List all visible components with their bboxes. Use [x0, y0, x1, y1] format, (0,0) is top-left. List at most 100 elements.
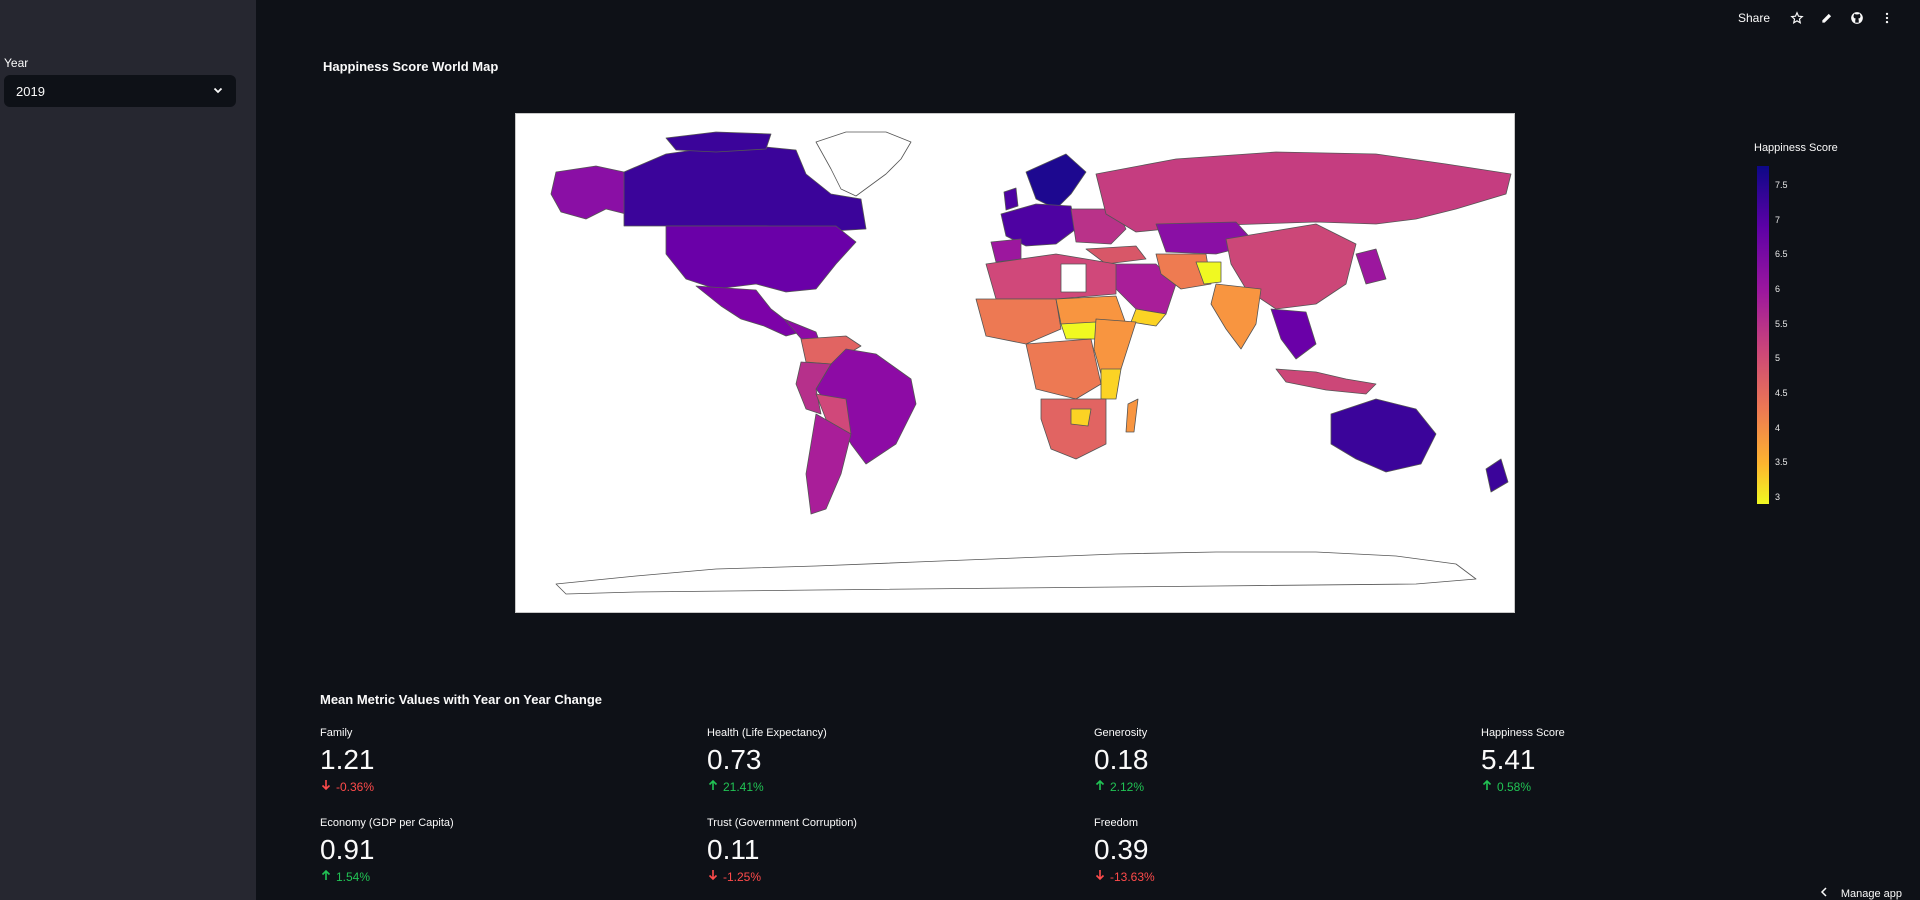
region-iberia	[990, 238, 1022, 263]
metric-trust: Trust (Government Corruption) 0.11 -1.25…	[707, 817, 1007, 884]
map-legend: Happiness Score 7.5 7 6.5 6 5.5 5 4.5 4 …	[1754, 142, 1838, 504]
metric-label: Economy (GDP per Capita)	[320, 817, 454, 829]
metric-delta-text: -1.25%	[723, 869, 762, 884]
metric-label: Freedom	[1094, 817, 1139, 829]
legend-tick: 7.5	[1775, 180, 1788, 190]
region-turkey	[1085, 245, 1147, 265]
region-tanzania	[1100, 368, 1122, 400]
metric-happiness-score: Happiness Score 5.41 0.58%	[1481, 727, 1781, 794]
region-central-africa	[1025, 338, 1102, 400]
github-icon[interactable]	[1850, 11, 1864, 25]
metric-freedom: Freedom 0.39 -13.63%	[1094, 817, 1394, 884]
region-south-sudan	[1060, 321, 1097, 340]
metric-delta-text: 1.54%	[336, 869, 371, 884]
top-toolbar: Share	[1738, 8, 1894, 28]
metric-label: Happiness Score	[1481, 727, 1565, 739]
region-east-africa	[1093, 318, 1137, 375]
metric-delta-text: -13.63%	[1110, 869, 1155, 884]
metric-value: 0.73	[707, 744, 762, 775]
region-libya	[1060, 263, 1087, 293]
region-china	[1225, 223, 1357, 310]
arrow-up-icon	[1481, 779, 1493, 794]
metric-generosity: Generosity 0.18 2.12%	[1094, 727, 1394, 794]
metric-delta: 2.12%	[1094, 779, 1394, 794]
manage-app-label: Manage app	[1840, 887, 1902, 900]
legend-tick: 5.5	[1775, 319, 1788, 329]
arrow-up-icon	[1094, 779, 1106, 794]
metric-label: Trust (Government Corruption)	[707, 817, 857, 829]
region-alaska	[550, 165, 627, 220]
region-scandinavia	[1025, 153, 1087, 210]
arrow-down-icon	[1094, 869, 1106, 884]
arrow-down-icon	[707, 869, 719, 884]
share-button[interactable]: Share	[1737, 11, 1770, 25]
region-arctic-islands	[665, 131, 772, 153]
more-vertical-icon[interactable]	[1880, 11, 1894, 25]
region-mexico	[695, 285, 802, 337]
legend-tick: 6	[1775, 284, 1781, 294]
region-yemen	[1130, 308, 1167, 327]
metric-delta-text: 0.58%	[1497, 779, 1532, 794]
sidebar: Year 2019	[0, 0, 256, 900]
metric-label: Generosity	[1094, 727, 1148, 739]
year-select-value: 2019	[16, 83, 45, 99]
legend-tick: 3	[1775, 492, 1781, 502]
region-uk	[1003, 187, 1019, 211]
legend-colorbar	[1757, 166, 1769, 504]
region-madagascar	[1125, 398, 1139, 433]
metric-delta: -13.63%	[1094, 869, 1394, 884]
region-southeast-asia	[1270, 308, 1317, 360]
manage-app-button[interactable]: Manage app	[1819, 887, 1902, 900]
metric-value: 0.18	[1094, 744, 1149, 775]
metric-delta: -1.25%	[707, 869, 1007, 884]
region-india	[1210, 283, 1262, 350]
metric-economy: Economy (GDP per Capita) 0.91 1.54%	[320, 817, 620, 884]
metric-delta-text: -0.36%	[336, 779, 375, 794]
metric-delta-text: 21.41%	[723, 779, 764, 794]
region-zimbabwe	[1070, 408, 1092, 427]
metric-value: 1.21	[320, 744, 375, 775]
region-argentina-chile	[805, 413, 852, 515]
metric-delta: 0.58%	[1481, 779, 1781, 794]
star-icon[interactable]	[1790, 11, 1804, 25]
region-australia	[1330, 398, 1437, 473]
region-korea-japan	[1355, 248, 1387, 285]
legend-tick: 5	[1775, 353, 1781, 363]
world-map[interactable]	[515, 113, 1515, 613]
metric-value: 0.91	[320, 834, 375, 865]
region-afghanistan	[1195, 261, 1222, 285]
region-greenland	[815, 131, 912, 197]
metric-value: 5.41	[1481, 744, 1536, 775]
arrow-down-icon	[320, 779, 332, 794]
metric-delta: 21.41%	[707, 779, 1007, 794]
region-antarctica	[555, 551, 1477, 595]
map-title: Happiness Score World Map	[323, 59, 499, 74]
metric-delta: 1.54%	[320, 869, 620, 884]
edit-icon[interactable]	[1820, 11, 1834, 25]
arrow-up-icon	[320, 869, 332, 884]
metrics-title: Mean Metric Values with Year on Year Cha…	[320, 692, 603, 707]
legend-title: Happiness Score	[1754, 142, 1838, 154]
metric-delta: -0.36%	[320, 779, 620, 794]
region-indonesia	[1275, 368, 1377, 395]
year-label: Year	[4, 56, 29, 70]
region-usa	[665, 225, 857, 293]
chevron-left-icon	[1819, 887, 1829, 900]
region-western-europe	[1000, 203, 1077, 247]
metric-value: 0.39	[1094, 834, 1149, 865]
year-select[interactable]: 2019	[4, 75, 236, 107]
arrow-up-icon	[707, 779, 719, 794]
metric-delta-text: 2.12%	[1110, 779, 1145, 794]
metric-family: Family 1.21 -0.36%	[320, 727, 620, 794]
region-andes	[795, 361, 832, 415]
choropleth-map[interactable]	[516, 114, 1514, 612]
region-southern-africa	[1040, 398, 1107, 460]
legend-tick: 4.5	[1775, 388, 1788, 398]
region-russia	[1095, 151, 1512, 233]
region-new-zealand	[1485, 458, 1509, 493]
metric-health: Health (Life Expectancy) 0.73 21.41%	[707, 727, 1007, 794]
region-west-africa	[975, 298, 1062, 345]
legend-tick: 4	[1775, 423, 1781, 433]
legend-tick: 3.5	[1775, 457, 1788, 467]
metric-label: Family	[320, 727, 353, 739]
